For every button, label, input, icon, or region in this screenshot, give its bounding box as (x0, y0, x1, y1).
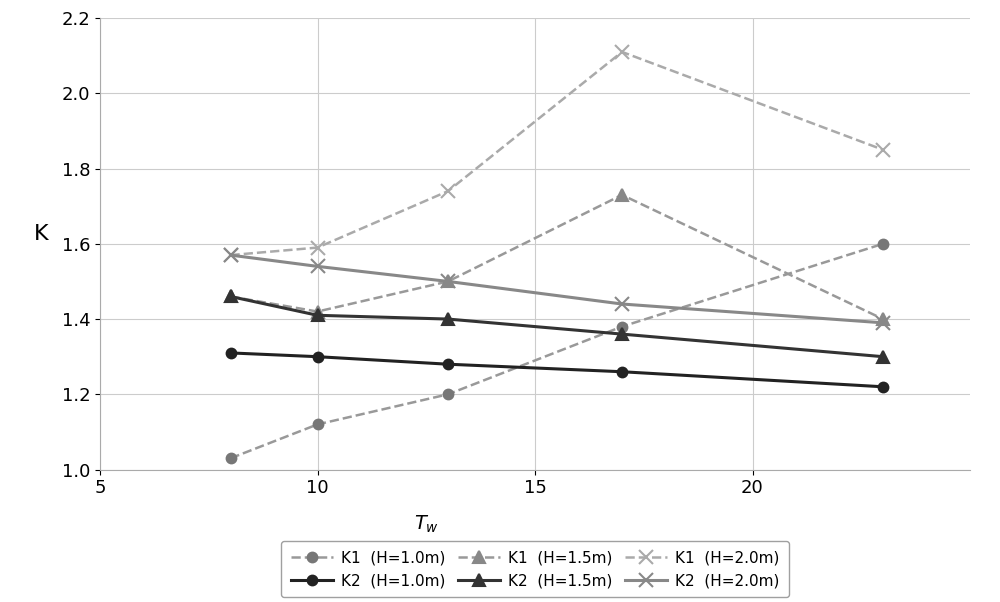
Line: K1  (H=1.5m): K1 (H=1.5m) (225, 190, 889, 324)
K2  (H=1.0m) (877, 383, 889, 391)
K2  (H=1.5m) (224, 293, 237, 300)
Y-axis label: K: K (33, 224, 48, 244)
K2  (H=2.0m) (616, 300, 628, 308)
K1  (H=2.0m) (616, 48, 628, 55)
K2  (H=1.5m) (312, 312, 324, 319)
K1  (H=1.5m) (312, 308, 324, 315)
Line: K2  (H=1.0m): K2 (H=1.0m) (226, 348, 888, 392)
K1  (H=1.0m) (442, 391, 454, 398)
K2  (H=1.0m) (616, 368, 628, 376)
K2  (H=2.0m) (877, 319, 889, 326)
K1  (H=2.0m) (442, 188, 454, 195)
K2  (H=2.0m) (224, 252, 237, 259)
K1  (H=1.0m) (616, 323, 628, 330)
K2  (H=1.0m) (442, 361, 454, 368)
Line: K1  (H=1.0m): K1 (H=1.0m) (226, 239, 888, 463)
Line: K1  (H=2.0m): K1 (H=2.0m) (224, 45, 890, 262)
K2  (H=1.5m) (442, 315, 454, 323)
K2  (H=1.0m) (312, 353, 324, 360)
K1  (H=2.0m) (224, 252, 237, 259)
Line: K2  (H=1.5m): K2 (H=1.5m) (225, 291, 889, 362)
K1  (H=1.0m) (312, 421, 324, 428)
K1  (H=1.0m) (224, 455, 237, 462)
Line: K2  (H=2.0m): K2 (H=2.0m) (224, 248, 890, 330)
K1  (H=1.5m) (224, 293, 237, 300)
K1  (H=1.0m) (877, 240, 889, 247)
K2  (H=1.0m) (224, 349, 237, 356)
K2  (H=2.0m) (312, 262, 324, 270)
Legend: K1  (H=1.0m), K2  (H=1.0m), K1  (H=1.5m), K2  (H=1.5m), K1  (H=2.0m), K2  (H=2.0: K1 (H=1.0m), K2 (H=1.0m), K1 (H=1.5m), K… (281, 541, 789, 597)
K2  (H=2.0m) (442, 278, 454, 285)
K2  (H=1.5m) (877, 353, 889, 360)
K1  (H=1.5m) (616, 191, 628, 199)
K1  (H=2.0m) (312, 244, 324, 251)
Text: $T_w$: $T_w$ (414, 514, 439, 535)
K1  (H=1.5m) (442, 278, 454, 285)
K1  (H=1.5m) (877, 315, 889, 323)
K2  (H=1.5m) (616, 330, 628, 338)
K1  (H=2.0m) (877, 146, 889, 154)
